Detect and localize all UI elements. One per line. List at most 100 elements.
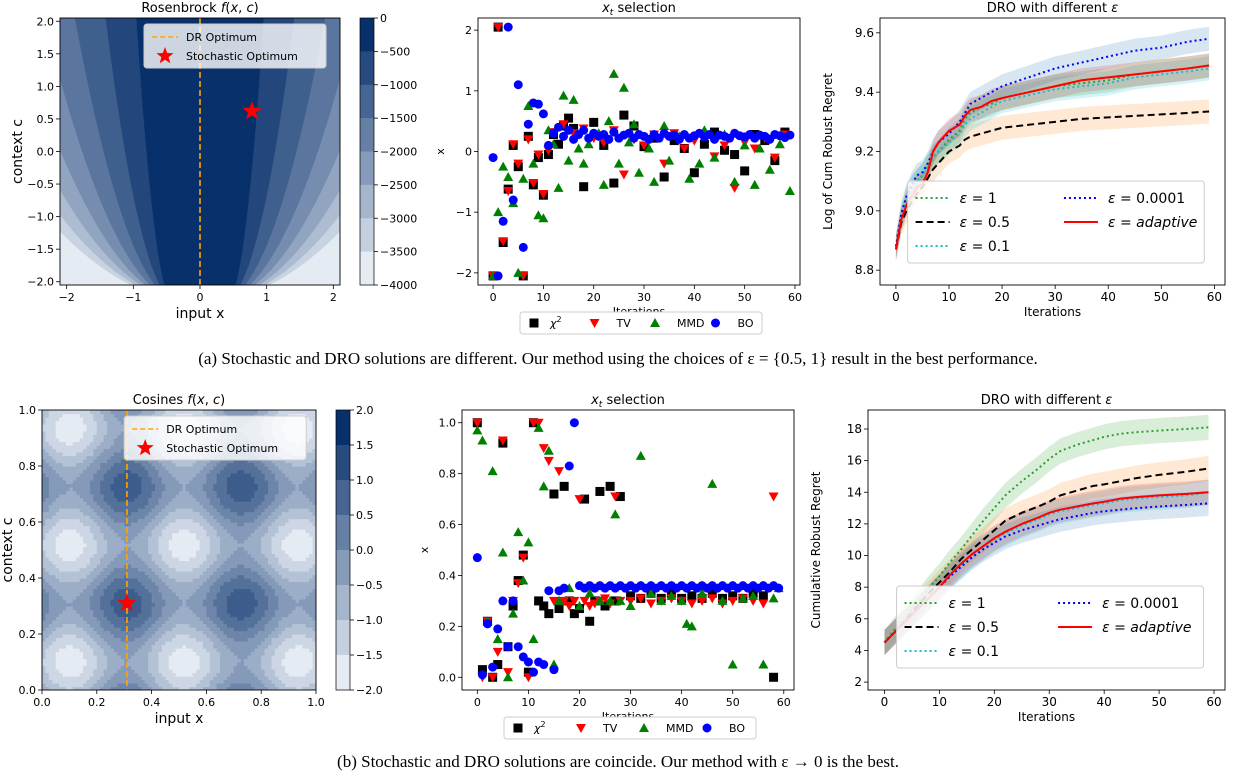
contour-cell <box>233 410 238 415</box>
contour-cell <box>42 676 47 681</box>
contour-cell <box>83 532 88 537</box>
contour-cell <box>182 539 187 544</box>
contour-cell <box>137 641 142 646</box>
contour-cell <box>213 497 218 502</box>
contour-cell <box>62 630 67 635</box>
contour-cell <box>89 609 94 614</box>
contour-cell <box>127 410 132 415</box>
contour-cell <box>223 679 228 684</box>
contour-cell <box>134 658 139 663</box>
contour-cell <box>189 543 194 548</box>
contour-cell <box>151 532 156 537</box>
contour-cell <box>103 634 108 639</box>
contour-cell <box>62 634 67 639</box>
contour-cell <box>124 623 129 628</box>
contour-cell <box>55 686 60 690</box>
contour-cell <box>172 655 177 660</box>
contour-cell <box>199 651 204 656</box>
contour-cell <box>213 567 218 572</box>
contour-cell <box>237 634 242 639</box>
contour-cell <box>155 665 160 670</box>
contour-cell <box>83 438 88 443</box>
contour-cell <box>103 683 108 688</box>
contour-cell <box>223 501 228 506</box>
contour-cell <box>120 508 125 513</box>
contour-cell <box>151 623 156 628</box>
contour-cell <box>161 553 166 558</box>
contour-cell <box>127 676 132 681</box>
contour-cell <box>237 672 242 677</box>
contour-cell <box>103 431 108 436</box>
contour-cell <box>233 686 238 690</box>
contour-cell <box>151 630 156 635</box>
contour-cell <box>110 581 115 586</box>
contour-cell <box>144 473 149 478</box>
contour-cell <box>175 504 180 509</box>
confidence-band <box>895 56 1210 259</box>
contour-cell <box>206 508 211 513</box>
contour-cell <box>86 602 91 607</box>
mmd-point <box>498 161 509 171</box>
contour-cell <box>189 546 194 551</box>
contour-cell <box>168 525 173 530</box>
contour-cell <box>158 651 163 656</box>
contour-cell <box>93 487 98 492</box>
contour-cell <box>100 459 105 464</box>
contour-cell <box>76 546 81 551</box>
contour-cell <box>42 599 47 604</box>
contour-cell <box>45 473 50 478</box>
contour-cell <box>206 497 211 502</box>
contour-cell <box>185 462 190 467</box>
contour-cell <box>110 595 115 600</box>
contour-cell <box>96 553 101 558</box>
contour-cell <box>59 595 64 600</box>
contour-cell <box>59 623 64 628</box>
contour-cell <box>127 630 132 635</box>
contour-cell <box>144 557 149 562</box>
contour-cell <box>79 595 84 600</box>
contour-cell <box>137 529 142 534</box>
contour-cell <box>83 676 88 681</box>
contour-cell <box>76 529 81 534</box>
contour-cell <box>134 581 139 586</box>
contour-cell <box>110 557 115 562</box>
contour-cell <box>69 413 74 418</box>
contour-cell <box>48 578 53 583</box>
tv-point <box>533 150 544 160</box>
contour-cell <box>113 655 118 660</box>
contour-cell <box>213 564 218 569</box>
contour-cell <box>86 434 91 439</box>
contour-cell <box>52 550 57 555</box>
contour-cell <box>131 578 136 583</box>
contour-cell <box>96 420 101 425</box>
contour-cell <box>202 515 207 520</box>
contour-cell <box>192 669 197 674</box>
contour-cell <box>172 592 177 597</box>
contour-cell <box>179 522 184 527</box>
y-tick-label: 8.8 <box>855 263 874 277</box>
contour-cell <box>42 480 47 485</box>
contour-cell <box>196 497 201 502</box>
contour-cell <box>137 536 142 541</box>
contour-cell <box>42 620 47 625</box>
contour-cell <box>196 683 201 688</box>
contour-cell <box>86 431 91 436</box>
contour-cell <box>131 487 136 492</box>
contour-cell <box>86 578 91 583</box>
contour-cell <box>192 476 197 481</box>
contour-cell <box>206 630 211 635</box>
contour-cell <box>55 588 60 593</box>
contour-cell <box>165 525 170 530</box>
x-tick-label: 30 <box>1048 290 1063 304</box>
contour-cell <box>185 511 190 516</box>
contour-cell <box>237 595 242 600</box>
contour-cell <box>59 511 64 516</box>
contour-cell <box>100 476 105 481</box>
contour-cell <box>131 529 136 534</box>
contour-cell <box>113 417 118 422</box>
contour-cell <box>175 529 180 534</box>
contour-cell <box>161 529 166 534</box>
contour-cell <box>237 410 242 415</box>
contour-cell <box>182 469 187 474</box>
contour-cell <box>69 567 74 572</box>
